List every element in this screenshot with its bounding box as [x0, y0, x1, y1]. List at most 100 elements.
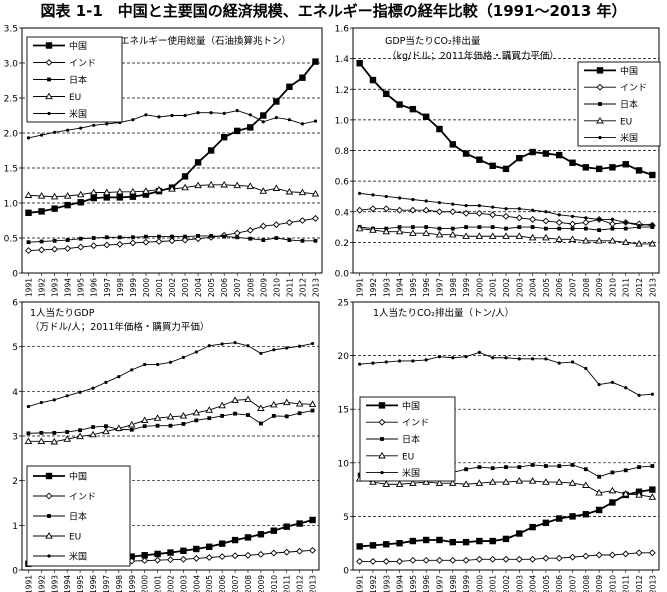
data-point: [26, 240, 31, 245]
y-tick-label: 1.4: [335, 55, 350, 65]
data-point: [476, 156, 483, 163]
data-point: [285, 219, 293, 227]
data-point: [582, 219, 590, 226]
x-tick-label: 2010: [608, 278, 617, 297]
data-point: [502, 212, 510, 220]
chart-panel-3: 0 1 2 3 4 5 6 1991 1992 1993 1994 1995 1996 1997 1998 1…: [12, 299, 320, 592]
data-point: [183, 113, 187, 118]
legend-label: 日本: [402, 434, 420, 446]
data-point: [37, 437, 46, 445]
data-point: [358, 191, 362, 195]
chart-panel-1: 0 0.5 1.0 1.5 2.0 2.5 3.0 3.5 1991 1992 1993 1994 19…: [4, 25, 323, 297]
y-tick-label: 0.4: [335, 208, 350, 218]
series-1: [356, 60, 656, 179]
data-point: [462, 232, 470, 239]
x-tick-label: 2009: [595, 575, 604, 592]
y-tick-label: 1.6: [335, 25, 350, 35]
data-point: [38, 246, 46, 254]
data-point: [260, 112, 267, 119]
data-point: [637, 393, 641, 397]
data-point: [542, 150, 550, 157]
x-tick-label: 2008: [246, 278, 255, 297]
x-tick-label: 2011: [622, 575, 631, 592]
data-point: [92, 123, 96, 127]
data-point: [248, 236, 253, 241]
data-point: [129, 193, 137, 200]
data-point: [77, 199, 84, 206]
series-2: [356, 549, 656, 565]
data-point: [89, 188, 98, 196]
data-point: [233, 341, 237, 345]
data-point: [298, 217, 306, 224]
data-point: [544, 464, 548, 468]
legend-marker: [45, 42, 53, 49]
data-point: [143, 362, 147, 367]
data-point: [502, 165, 510, 173]
data-point: [196, 234, 200, 238]
data-point: [128, 553, 135, 560]
data-point: [382, 557, 390, 565]
data-point: [129, 239, 137, 247]
x-tick-label: 2000: [475, 575, 484, 592]
data-point: [555, 478, 563, 485]
data-point: [231, 552, 239, 560]
x-tick-label: 1999: [462, 575, 471, 592]
data-point: [76, 432, 84, 440]
data-point: [356, 557, 364, 565]
data-point: [449, 479, 457, 486]
x-tick-label: 1996: [90, 278, 99, 297]
data-point: [528, 233, 537, 241]
x-tick-label: 1991: [24, 575, 33, 592]
chart-title: GDP当たりCO₂排出量: [385, 35, 481, 47]
data-point: [64, 201, 71, 209]
data-point: [117, 235, 122, 240]
data-point: [382, 480, 391, 487]
x-tick-label: 2003: [515, 575, 524, 592]
x-tick-label: 1994: [396, 575, 405, 592]
data-point: [530, 225, 535, 229]
data-point: [193, 545, 200, 553]
data-point: [371, 361, 375, 365]
x-tick-label: 1999: [128, 575, 137, 592]
x-tick-label: 2011: [283, 575, 292, 592]
data-point: [610, 470, 615, 475]
x-tick-label: 2003: [181, 278, 190, 297]
data-point: [488, 232, 497, 239]
y-tick-label: 0: [12, 567, 18, 577]
legend-marker: [596, 83, 604, 91]
data-point: [464, 225, 468, 229]
data-point: [475, 479, 484, 486]
x-tick-label: 1991: [25, 278, 34, 297]
data-point: [384, 360, 388, 364]
data-point: [542, 519, 550, 527]
legend-marker: [378, 451, 386, 459]
data-point: [246, 344, 250, 348]
data-point: [648, 240, 657, 247]
data-point: [435, 230, 444, 238]
data-point: [220, 134, 228, 141]
data-point: [104, 424, 108, 429]
data-point: [300, 238, 305, 243]
x-tick-label: 2002: [167, 575, 176, 592]
data-point: [515, 477, 524, 484]
data-point: [595, 551, 603, 559]
data-point: [167, 556, 174, 564]
series-1: [356, 486, 656, 550]
data-point: [194, 350, 198, 354]
data-point: [422, 536, 430, 544]
data-point: [274, 236, 279, 240]
x-tick-label: 2003: [179, 575, 188, 592]
chart-title: 1人当たりGDP: [30, 307, 95, 319]
x-tick-label: 2001: [154, 575, 163, 592]
data-point: [597, 228, 602, 233]
data-point: [157, 115, 161, 119]
y-tick-label: 0.5: [4, 235, 18, 245]
data-point: [246, 413, 250, 417]
data-point: [26, 136, 31, 140]
y-tick-label: 5: [12, 343, 18, 353]
data-point: [170, 234, 174, 239]
data-point: [490, 466, 495, 471]
data-point: [475, 209, 483, 217]
data-point: [570, 360, 575, 364]
x-tick-label: 2004: [529, 278, 538, 297]
